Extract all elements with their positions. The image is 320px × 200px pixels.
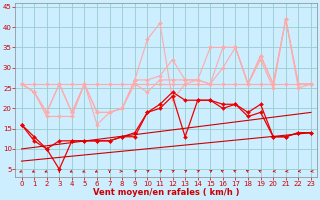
X-axis label: Vent moyen/en rafales ( km/h ): Vent moyen/en rafales ( km/h )	[93, 188, 239, 197]
